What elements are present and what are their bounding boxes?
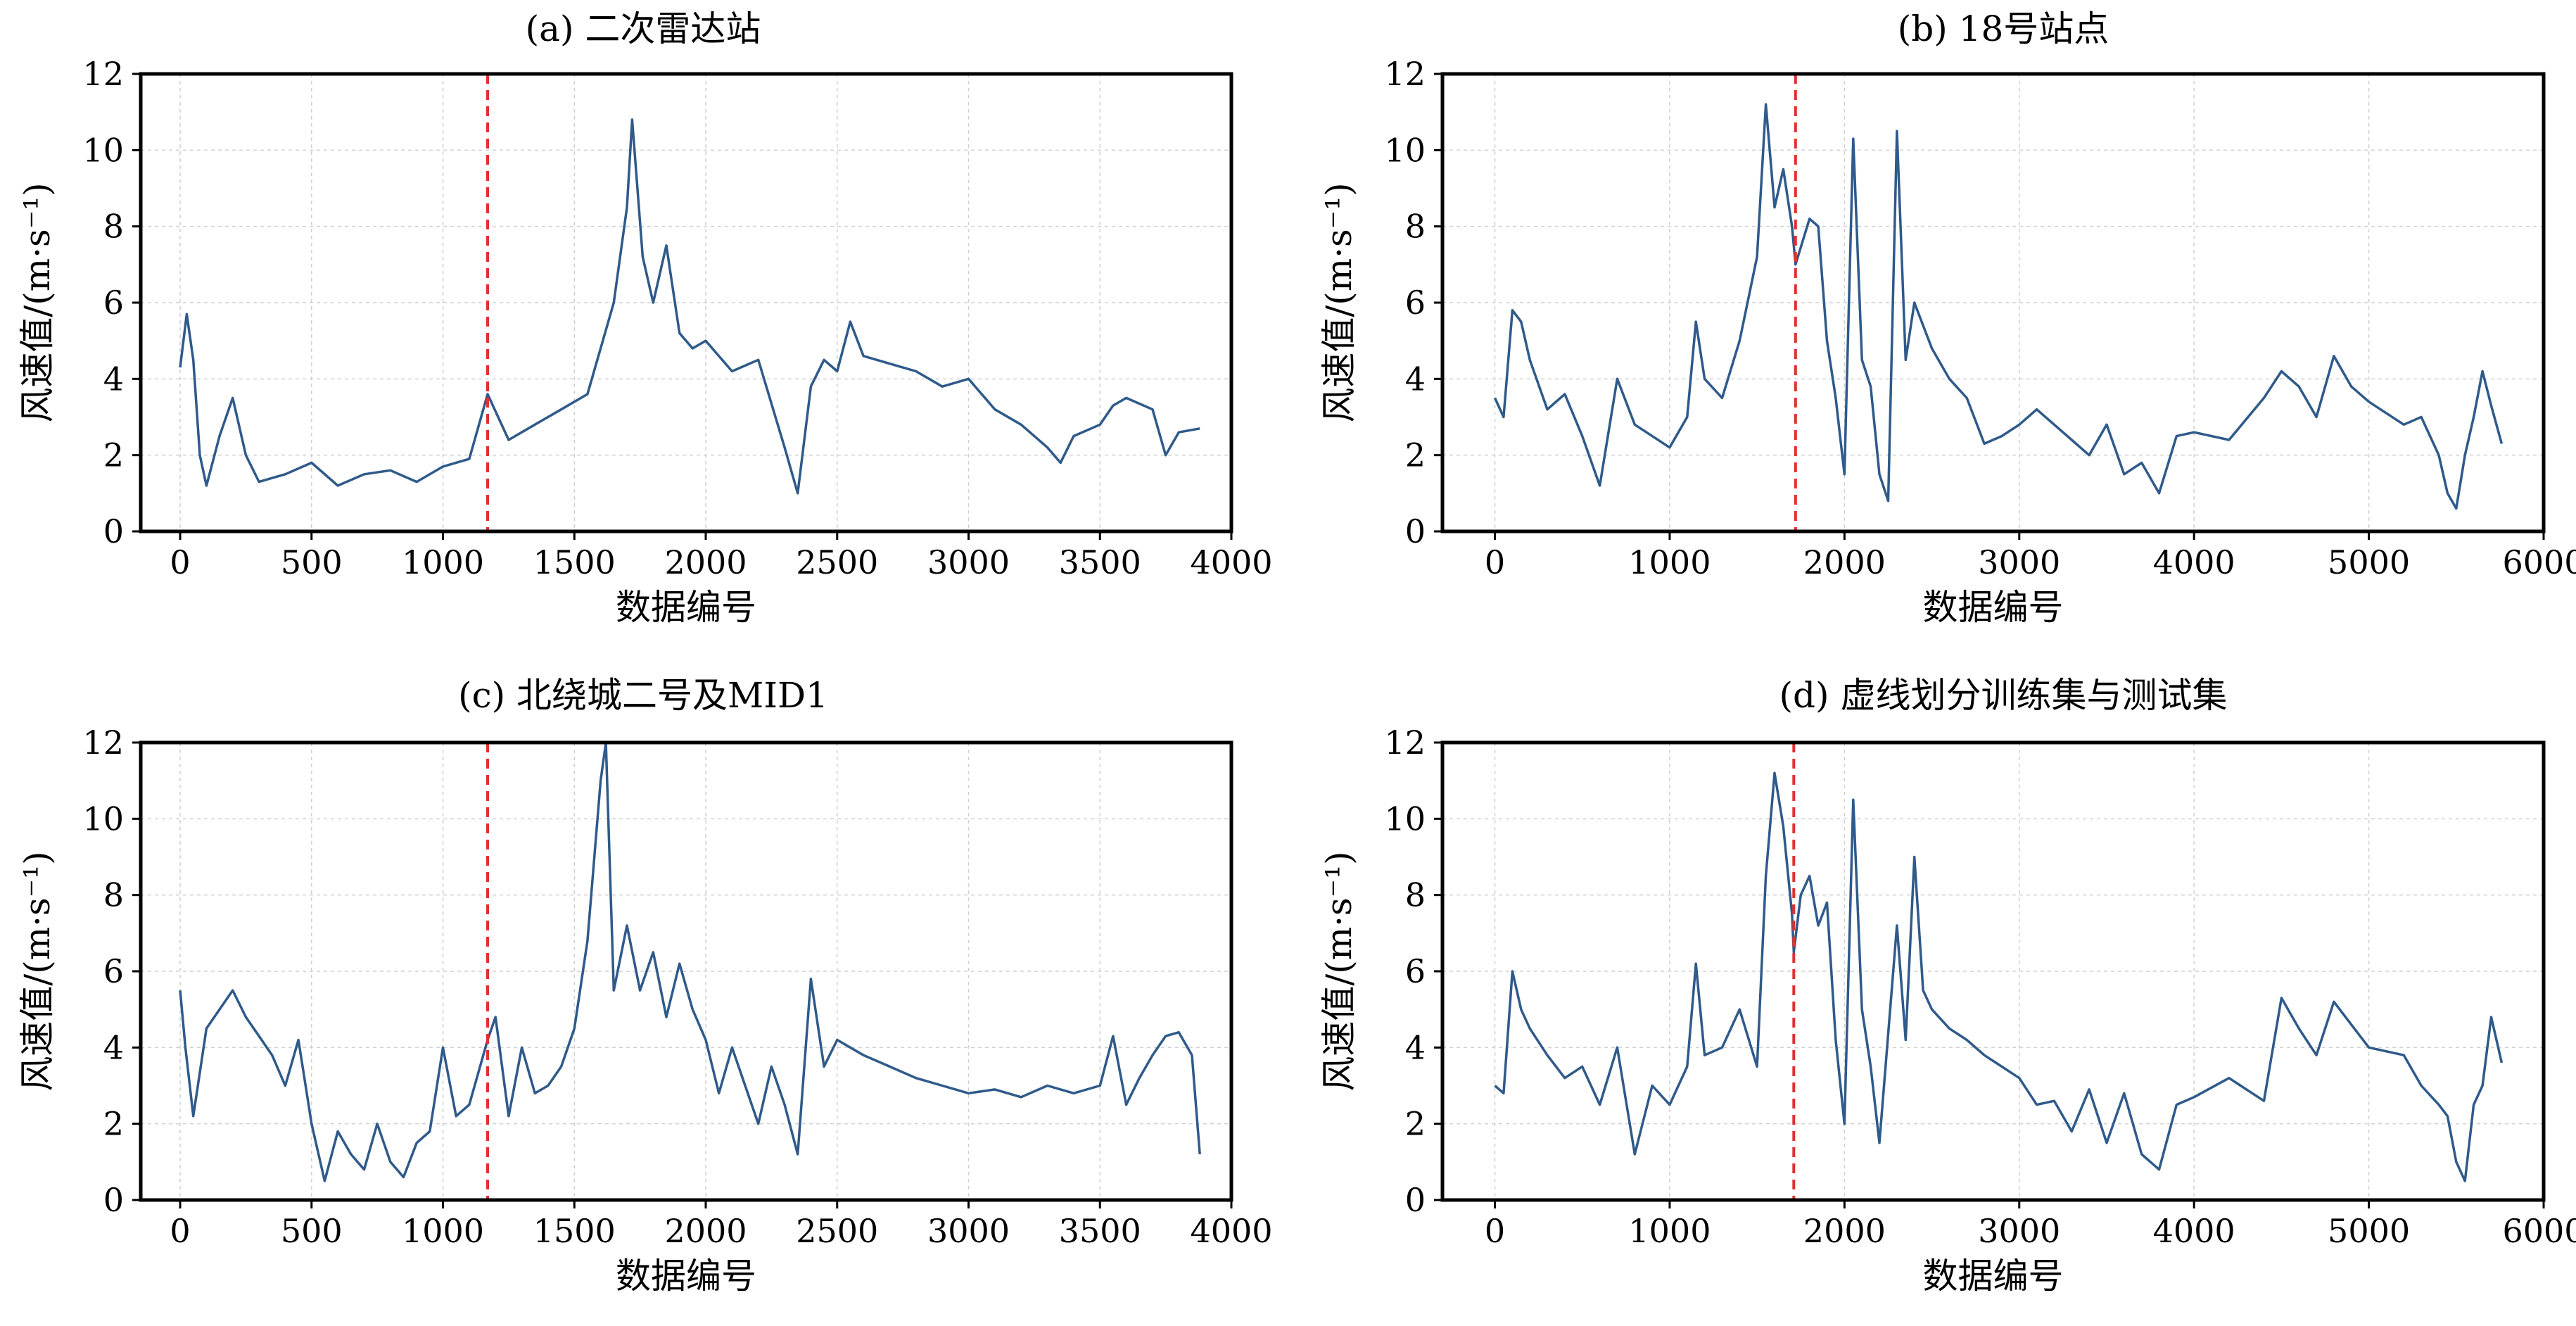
panel-b-ytick-label-4: 8: [1405, 208, 1426, 246]
panel-b-ytick-label-3: 6: [1405, 284, 1426, 322]
panel-a-ytick-label-5: 10: [82, 131, 124, 169]
panel-b: (b) 18号站点 0 1000 2000 3000 4000 5000 6000 0 2 4 6 8…: [1319, 8, 2576, 628]
panel-d-xtick-label-1: 1000: [1628, 1212, 1711, 1250]
panel-d: (d) 虚线划分训练集与测试集 0 1000 2000 3000 4000 5000 600…: [1319, 675, 2576, 1296]
panel-a-xtick-label-6: 3000: [927, 543, 1010, 581]
panel-a-ytick-label-2: 4: [103, 360, 124, 398]
panel-d-ylabel: 风速值/(m·s⁻¹): [1319, 851, 1359, 1091]
panel-c-ytick-label-5: 10: [82, 800, 124, 838]
panel-d-xtick-label-6: 6000: [2502, 1212, 2576, 1250]
panel-c-title: (c) 北绕城二号及MID1: [458, 675, 828, 716]
panel-a-xtick-label-0: 0: [170, 543, 190, 581]
panel-a-ytick-label-6: 12: [82, 55, 124, 93]
panel-c-xtick-label-1: 500: [281, 1212, 343, 1250]
panel-d-xtick-label-2: 2000: [1803, 1212, 1886, 1250]
panel-b-series-line: [1493, 103, 2504, 510]
panel-c-series-line: [179, 741, 1201, 1182]
panel-a-xtick-label-2: 1000: [402, 543, 484, 581]
panel-d-xlabel: 数据编号: [1923, 1256, 2064, 1296]
panel-c-ylabel: 风速值/(m·s⁻¹): [17, 851, 58, 1091]
panel-d-xtick-label-0: 0: [1485, 1212, 1505, 1250]
panel-b-xtick-label-6: 6000: [2502, 543, 2576, 581]
panel-c-ytick-label-2: 4: [103, 1028, 124, 1066]
panel-c-ytick-label-0: 0: [103, 1181, 124, 1219]
panel-c-xtick-label-4: 2000: [664, 1212, 747, 1250]
panel-a-ytick-label-1: 2: [103, 436, 124, 474]
panel-d-series-line: [1494, 771, 2504, 1182]
panel-c-ytick-label-4: 8: [103, 876, 124, 914]
panel-a: (a) 二次雷达站 0 500 1000 1500 2000 2500 3000 3500 40…: [17, 8, 1273, 628]
panel-d-ytick-label-6: 12: [1384, 724, 1426, 762]
panel-a-xtick-label-4: 2000: [664, 543, 747, 581]
panel-c-xtick-label-5: 2500: [796, 1212, 878, 1250]
panel-c: (c) 北绕城二号及MID1 0 500 1000 1500 2000 2500 3000 3…: [17, 675, 1273, 1296]
panel-a-title: (a) 二次雷达站: [526, 8, 761, 49]
panel-d-ytick-label-0: 0: [1405, 1181, 1426, 1219]
panel-b-xtick-label-1: 1000: [1628, 543, 1711, 581]
panel-b-ytick-label-1: 2: [1405, 436, 1426, 474]
panel-c-ytick-label-1: 2: [103, 1105, 124, 1143]
panel-b-ytick-label-5: 10: [1384, 131, 1426, 169]
panel-d-xtick-label-4: 4000: [2153, 1212, 2235, 1250]
panel-a-series-line: [179, 118, 1200, 495]
panel-b-xtick-label-5: 5000: [2328, 543, 2410, 581]
panel-a-ytick-label-4: 8: [103, 208, 124, 246]
panel-c-ytick-label-6: 12: [82, 724, 124, 762]
panel-d-xtick-label-3: 3000: [1978, 1212, 2060, 1250]
panel-c-xtick-label-3: 1500: [533, 1212, 616, 1250]
panel-d-ytick-label-5: 10: [1384, 800, 1426, 838]
panel-a-xtick-label-5: 2500: [796, 543, 878, 581]
panel-b-ytick-label-0: 0: [1405, 512, 1426, 550]
panel-c-xtick-label-7: 3500: [1059, 1212, 1141, 1250]
panel-b-xtick-label-2: 2000: [1803, 543, 1886, 581]
panel-b-xlabel: 数据编号: [1923, 587, 2064, 628]
panel-d-ytick-label-3: 6: [1405, 952, 1426, 990]
panel-b-title: (b) 18号站点: [1898, 8, 2109, 49]
panel-a-xtick-label-7: 3500: [1059, 543, 1141, 581]
panel-b-xtick-label-0: 0: [1485, 543, 1505, 581]
panel-b-ytick-label-2: 4: [1405, 360, 1426, 398]
panel-c-xtick-label-2: 1000: [402, 1212, 484, 1250]
panel-c-xtick-label-8: 4000: [1190, 1212, 1272, 1250]
panel-a-ytick-label-3: 6: [103, 284, 124, 322]
panel-d-xtick-label-5: 5000: [2328, 1212, 2410, 1250]
panel-a-ytick-label-0: 0: [103, 512, 124, 550]
panel-a-xtick-label-1: 500: [281, 543, 343, 581]
panel-b-xtick-label-4: 4000: [2153, 543, 2235, 581]
panel-d-ytick-label-2: 4: [1405, 1028, 1426, 1066]
panel-a-xtick-label-3: 1500: [533, 543, 616, 581]
panel-c-xtick-label-6: 3000: [927, 1212, 1010, 1250]
panel-a-ylabel: 风速值/(m·s⁻¹): [17, 182, 58, 422]
panel-c-xtick-label-0: 0: [170, 1212, 190, 1250]
panel-d-title: (d) 虚线划分训练集与测试集: [1779, 675, 2228, 716]
panel-b-ytick-label-6: 12: [1384, 55, 1426, 93]
panel-d-ytick-label-4: 8: [1405, 876, 1426, 914]
panel-a-xlabel: 数据编号: [616, 587, 756, 628]
panel-b-xtick-label-3: 3000: [1978, 543, 2060, 581]
panel-c-ytick-label-3: 6: [103, 952, 124, 990]
panel-b-ylabel: 风速值/(m·s⁻¹): [1319, 182, 1359, 422]
panel-a-xtick-label-8: 4000: [1190, 543, 1272, 581]
panel-c-xlabel: 数据编号: [616, 1256, 756, 1296]
panel-d-ytick-label-1: 2: [1405, 1105, 1426, 1143]
